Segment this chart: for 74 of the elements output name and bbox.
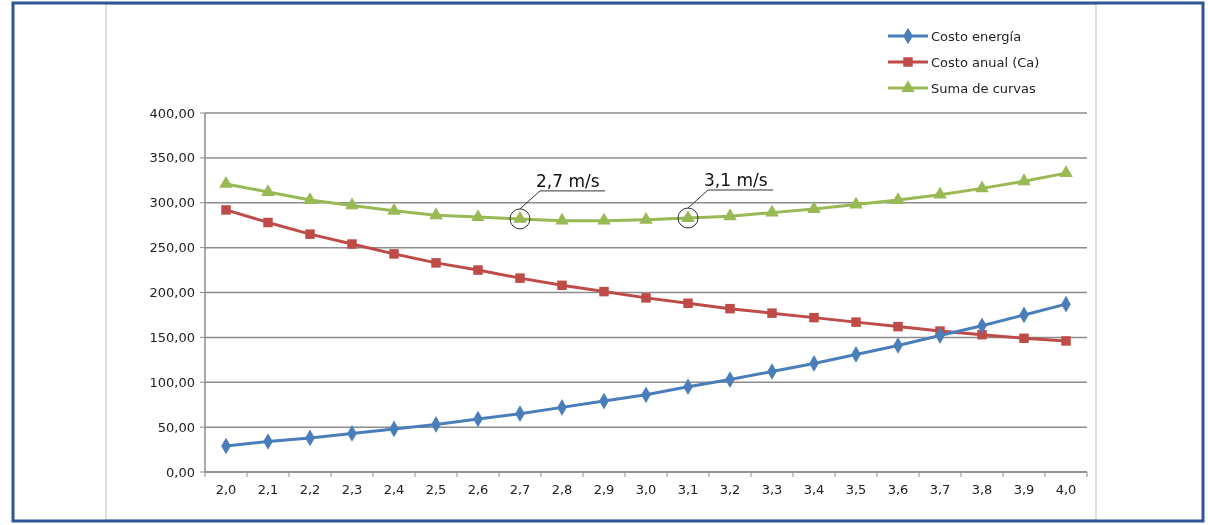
x-tick-label: 2,9 [593,482,615,497]
annotation: 3,1 m/s [704,170,768,191]
point [305,229,315,239]
point [431,258,441,268]
point [555,212,569,225]
point [933,186,947,199]
x-tick-label: 3,1 [677,482,699,497]
point [1059,165,1073,178]
x-tick-label: 3,0 [635,482,657,497]
x-tick-label: 3,6 [887,482,909,497]
point [473,265,483,275]
point [807,201,821,213]
y-tick-label: 100,00 [149,374,195,390]
y-tick-label: 50,00 [157,419,195,435]
x-tick-label: 2,2 [299,482,321,497]
point [471,209,485,222]
y-tick-label: 150,00 [149,329,195,345]
point [639,211,653,224]
annotation: 2,7 m/s [536,170,600,191]
point [975,180,989,193]
point [387,202,401,215]
legend-label: Suma de curvas [931,80,1037,96]
legend-label: Costo anual (Ca) [931,54,1040,70]
point [263,217,273,228]
y-tick-label: 400,00 [149,105,195,121]
point [891,192,905,204]
point [345,197,359,210]
x-tick-label: 4,0 [1055,482,1077,497]
legend-label: Costo energía [931,28,1022,44]
x-tick-label: 2,8 [551,482,573,497]
x-tick-label: 2,5 [425,482,447,497]
point [429,207,443,220]
point [1019,333,1029,344]
point [599,286,609,297]
point [219,176,233,188]
point [597,212,611,225]
y-tick-label: 0,00 [166,464,195,480]
point [765,204,779,217]
point [767,308,777,318]
x-tick-label: 3,5 [845,482,867,497]
point [641,293,651,303]
point [303,192,317,204]
y-tick-label: 200,00 [149,285,195,301]
x-tick-label: 3,8 [971,482,993,497]
point [347,239,357,249]
point [809,312,819,323]
point [849,196,863,209]
point [683,298,693,309]
point [1061,336,1071,346]
x-tick-label: 3,9 [1013,482,1035,497]
point [389,249,399,259]
x-tick-label: 3,7 [929,482,951,497]
point [515,273,525,283]
y-tick-label: 350,00 [149,150,195,166]
point [725,303,735,314]
y-tick-label: 250,00 [149,240,195,256]
y-tick-label: 300,00 [149,195,195,211]
x-tick-label: 2,3 [341,482,363,497]
point [723,208,737,221]
x-tick-label: 3,4 [803,482,825,497]
point [977,329,987,340]
point [851,317,861,327]
x-tick-label: 3,2 [719,482,741,497]
point [557,280,567,291]
x-tick-label: 2,6 [467,482,489,497]
point [221,205,231,215]
x-tick-label: 2,7 [509,482,531,497]
x-tick-label: 2,1 [257,482,279,497]
x-tick-label: 2,4 [383,482,405,497]
x-tick-label: 3,3 [761,482,783,497]
point [1017,173,1031,186]
point [261,184,275,196]
point [893,321,903,332]
x-tick-label: 2,0 [215,482,237,497]
